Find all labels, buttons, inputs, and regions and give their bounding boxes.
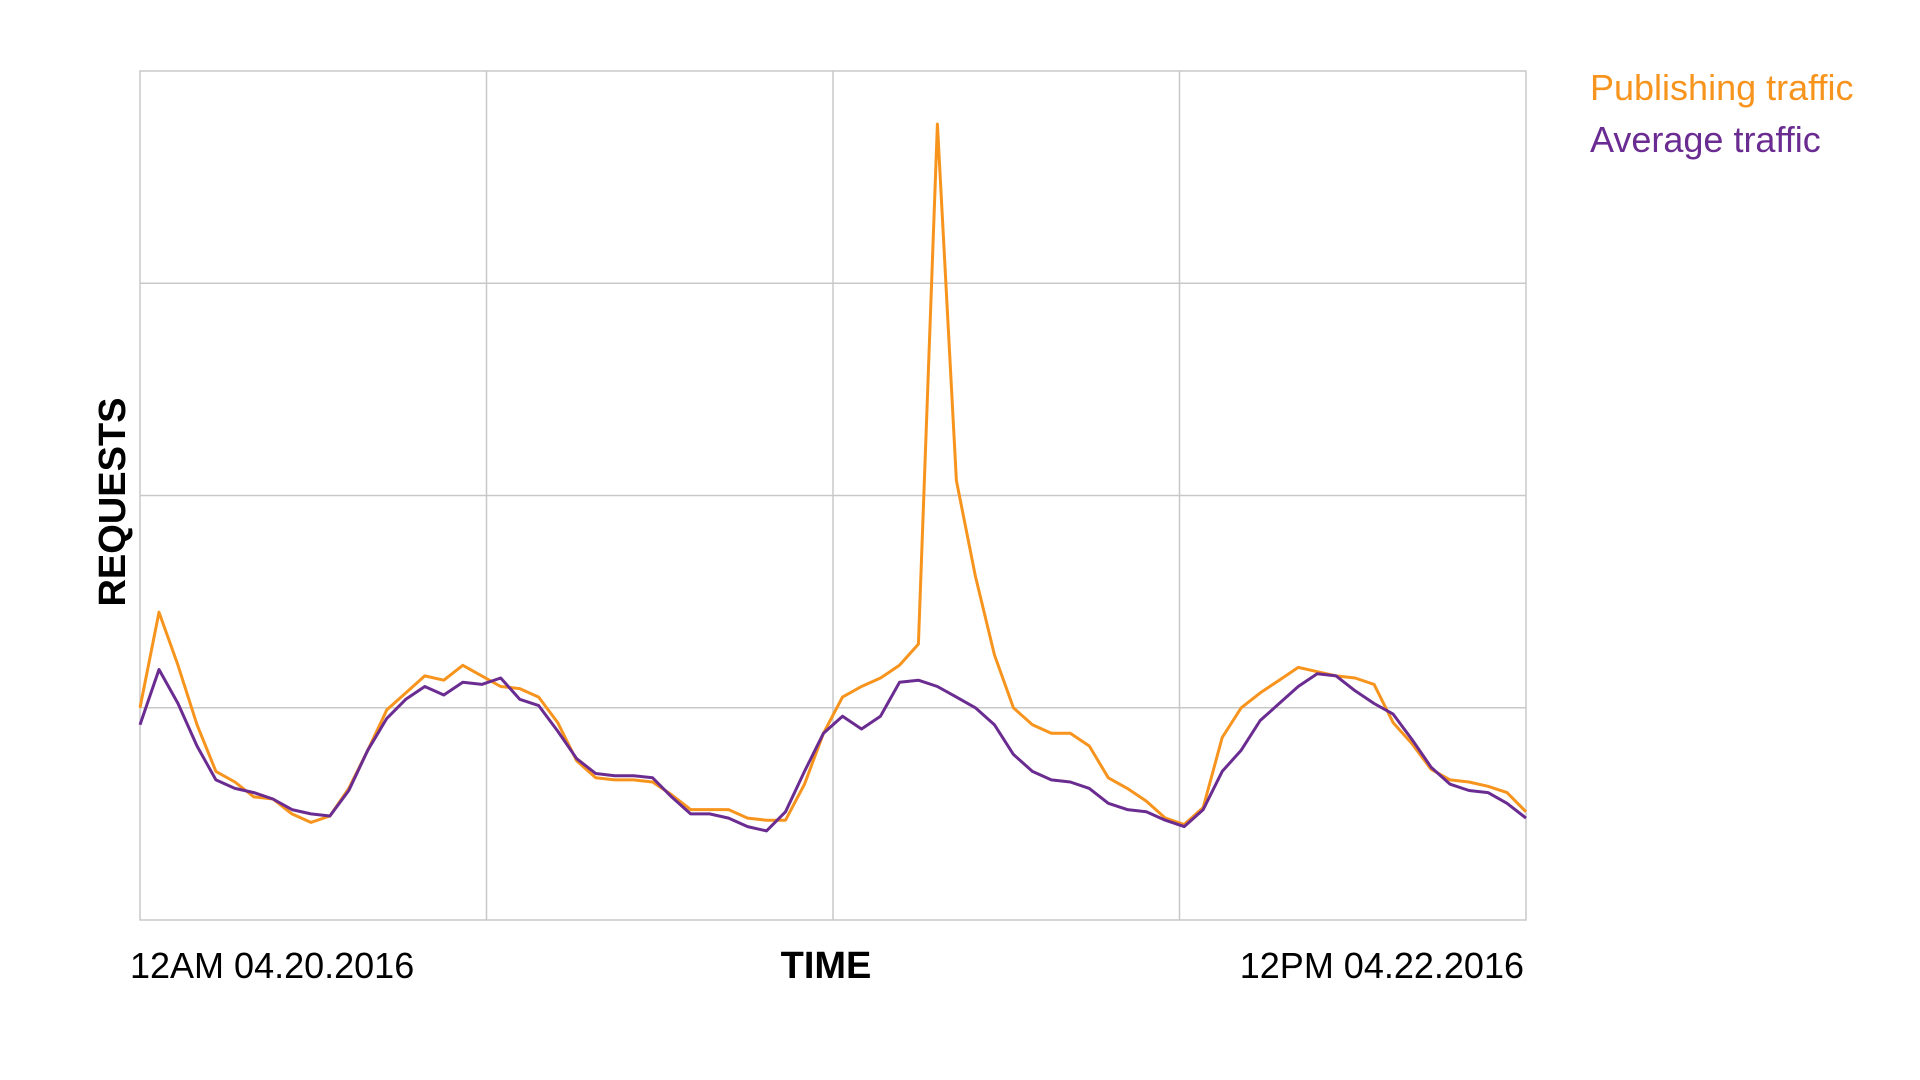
x-axis-start-label: 12AM 04.20.2016 xyxy=(130,945,414,986)
y-axis-label: REQUESTS xyxy=(92,397,134,606)
chart-grid xyxy=(139,70,1527,921)
chart-series xyxy=(138,122,1528,833)
x-axis-end-label: 12PM 04.22.2016 xyxy=(1240,945,1524,986)
legend-entry-publishing-traffic: Publishing traffic xyxy=(1590,67,1854,108)
x-axis-label: TIME xyxy=(781,945,872,987)
legend-entry-average-traffic: Average traffic xyxy=(1590,119,1821,160)
chart-legend: Publishing traffic Average traffic xyxy=(1590,62,1853,166)
series-line-average-traffic xyxy=(138,668,1527,833)
